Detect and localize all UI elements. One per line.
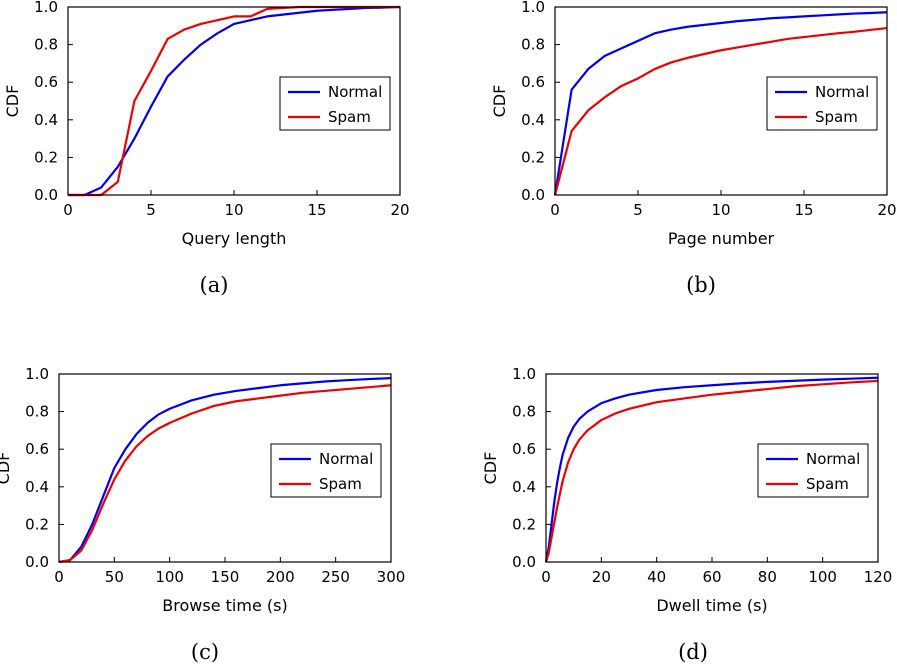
x-tick-label: 10 — [224, 201, 243, 219]
legend-label: Normal — [319, 450, 373, 468]
x-tick-label: 80 — [758, 568, 777, 586]
panel-b: 0 5 10 15 20 0.0 0.2 0.4 0.6 0.8 1.0 Page number CDF… — [448, 0, 897, 320]
x-tick-label: 120 — [864, 568, 893, 586]
y-tick-label: 0.0 — [512, 553, 536, 571]
y-tick-label: 1.0 — [512, 365, 536, 383]
x-tick-label: 15 — [794, 201, 813, 219]
y-axis-label: CDF — [3, 85, 22, 118]
x-axis-label: Query length — [182, 229, 287, 248]
x-tick-label: 200 — [266, 568, 295, 586]
x-tick-label: 0 — [54, 568, 64, 586]
y-tick-label: 0.8 — [34, 36, 58, 54]
chart-c: 0 50 100 150 200 250 300 0.0 0.2 0.4 0.6 0.8 1.0 Brow… — [0, 365, 406, 615]
y-tick-label: 0.4 — [34, 111, 58, 129]
y-tick-label: 0.6 — [521, 73, 545, 91]
x-tick-label: 0 — [63, 201, 73, 219]
x-tick-label: 5 — [146, 201, 156, 219]
legend-label: Normal — [806, 450, 860, 468]
x-tick-label: 20 — [877, 201, 896, 219]
series-line-normal — [544, 376, 879, 563]
y-tick-label: 0.2 — [34, 148, 58, 166]
x-tick-label: 0 — [550, 201, 560, 219]
x-axis-label: Dwell time (s) — [656, 596, 767, 615]
x-axis-label: Browse time (s) — [162, 596, 287, 615]
legend: Normal Spam — [766, 76, 878, 131]
series-line-spam — [58, 384, 392, 564]
legend: Normal Spam — [270, 443, 382, 498]
y-axis-label: CDF — [490, 85, 509, 118]
series-line-spam — [553, 26, 888, 196]
y-tick-label: 0.0 — [521, 186, 545, 204]
legend-label: Spam — [328, 108, 371, 126]
x-tick-label: 100 — [808, 568, 837, 586]
panel-c: 0 50 100 150 200 250 300 0.0 0.2 0.4 0.6 0.8 1.0 Brow… — [0, 330, 448, 670]
y-tick-label: 0.2 — [25, 515, 49, 533]
x-tick-label: 60 — [702, 568, 721, 586]
caption-d: (d) — [678, 640, 708, 664]
legend: Normal Spam — [279, 76, 391, 131]
y-tick-label: 0.8 — [521, 36, 545, 54]
chart-d: 0 20 40 60 80 100 120 0.0 0.2 0.4 0.6 0.8 1.0 Dwell t… — [481, 365, 893, 615]
x-axis-label: Page number — [668, 229, 775, 248]
caption-a: (a) — [199, 273, 229, 297]
y-tick-label: 1.0 — [25, 365, 49, 383]
x-tick-label: 300 — [377, 568, 406, 586]
y-tick-label: 0.2 — [521, 148, 545, 166]
x-tick-label: 10 — [711, 201, 730, 219]
y-tick-label: 0.4 — [512, 478, 536, 496]
panel-a: 0 5 10 15 20 0.0 0.2 0.4 0.6 0.8 1.0 Query length CD… — [0, 0, 448, 320]
y-tick-label: 0.2 — [512, 515, 536, 533]
legend-label: Normal — [815, 83, 869, 101]
x-tick-label: 5 — [633, 201, 643, 219]
y-tick-label: 0.6 — [34, 73, 58, 91]
series-line-normal — [58, 377, 392, 564]
x-tick-label: 0 — [541, 568, 551, 586]
panel-d: 0 20 40 60 80 100 120 0.0 0.2 0.4 0.6 0.8 1.0 Dwell t… — [448, 330, 897, 670]
y-tick-label: 1.0 — [521, 0, 545, 16]
y-tick-label: 0.0 — [34, 186, 58, 204]
legend-label: Spam — [815, 108, 858, 126]
x-tick-label: 20 — [390, 201, 409, 219]
y-tick-label: 0.4 — [521, 111, 545, 129]
y-tick-label: 0.8 — [512, 403, 536, 421]
series-line-spam — [544, 379, 879, 563]
x-tick-label: 250 — [321, 568, 350, 586]
y-tick-label: 1.0 — [34, 0, 58, 16]
y-axis-label: CDF — [0, 452, 13, 485]
x-tick-label: 15 — [307, 201, 326, 219]
series-line-normal — [553, 11, 888, 196]
y-tick-label: 0.8 — [25, 403, 49, 421]
y-tick-label: 0.6 — [512, 440, 536, 458]
legend-label: Spam — [806, 475, 849, 493]
x-tick-label: 50 — [105, 568, 124, 586]
y-axis-label: CDF — [481, 452, 500, 485]
x-tick-label: 40 — [647, 568, 666, 586]
x-tick-label: 150 — [211, 568, 240, 586]
chart-b: 0 5 10 15 20 0.0 0.2 0.4 0.6 0.8 1.0 Page number CDF… — [490, 0, 897, 248]
legend-label: Normal — [328, 83, 382, 101]
x-tick-label: 100 — [155, 568, 184, 586]
y-tick-label: 0.6 — [25, 440, 49, 458]
x-tick-label: 20 — [592, 568, 611, 586]
caption-c: (c) — [190, 640, 220, 664]
y-tick-label: 0.4 — [25, 478, 49, 496]
legend-label: Spam — [319, 475, 362, 493]
caption-b: (b) — [686, 273, 716, 297]
y-tick-label: 0.0 — [25, 553, 49, 571]
chart-a: 0 5 10 15 20 0.0 0.2 0.4 0.6 0.8 1.0 Query length CD… — [3, 0, 410, 248]
legend: Normal Spam — [757, 443, 869, 498]
